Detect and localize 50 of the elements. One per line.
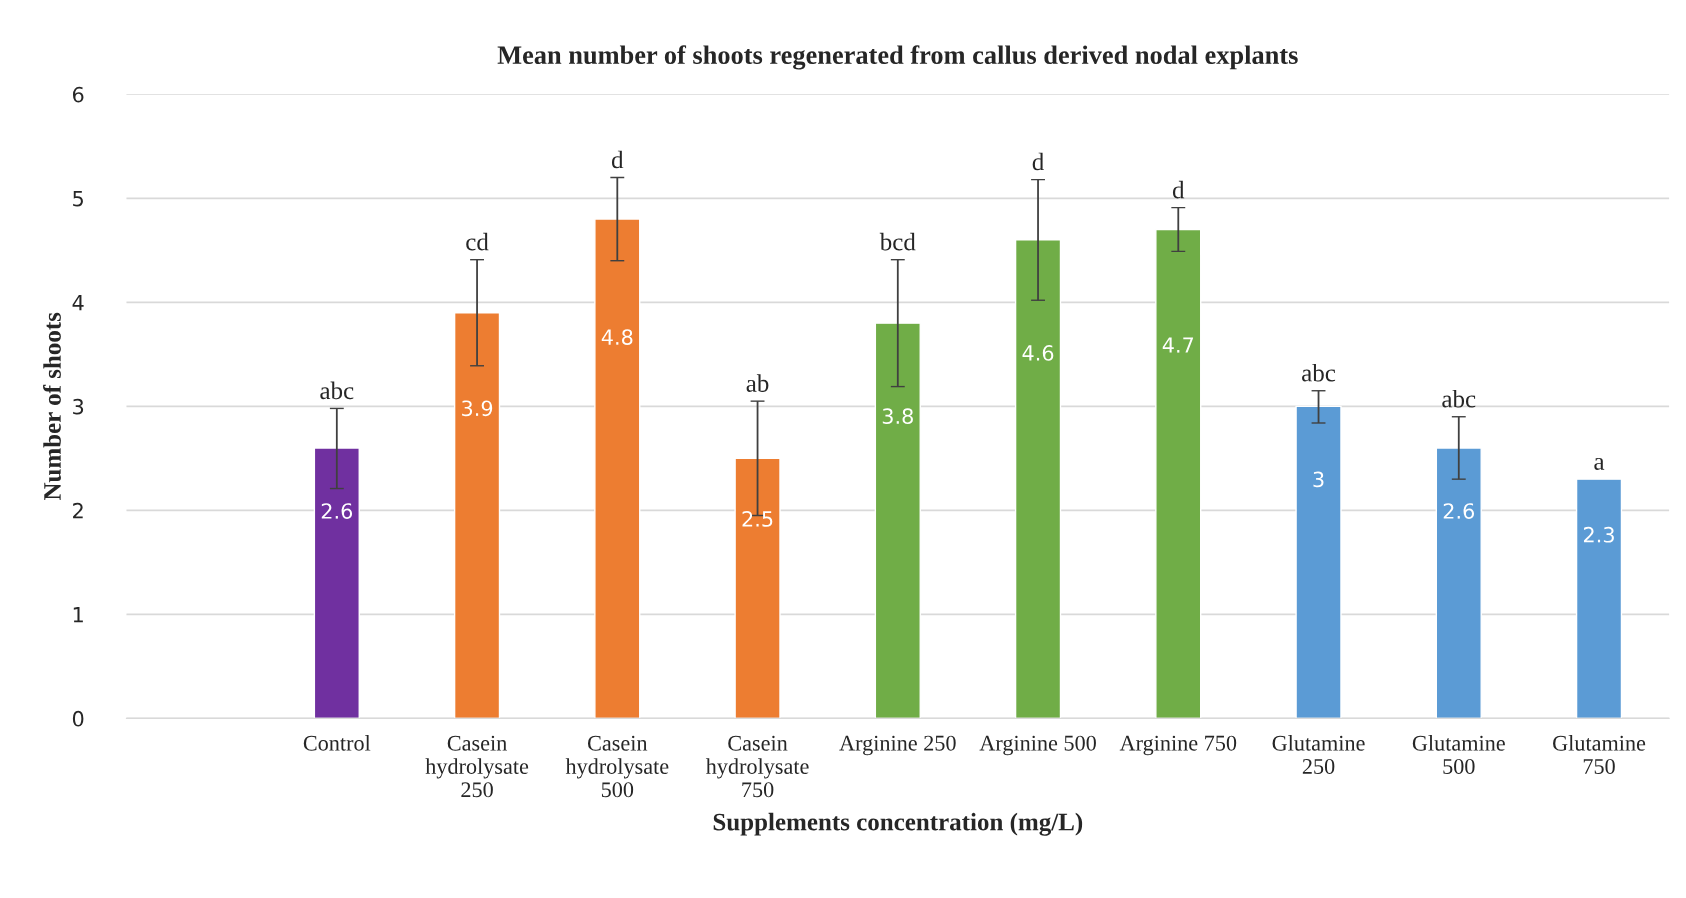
data-label: 3.8 [882, 408, 913, 425]
y-axis-title: Number of shoots [43, 312, 61, 501]
annotation: d [611, 150, 624, 169]
x-tick-label: Arginine 500 [979, 735, 1096, 756]
bar [594, 218, 641, 719]
bar [1155, 228, 1202, 719]
x-axis-title: Supplements concentration (mg/L) [713, 812, 1083, 836]
y-tick-label: 0 [72, 710, 84, 727]
annotation: a [1594, 457, 1605, 470]
bar [453, 312, 501, 719]
data-label: 3 [1313, 471, 1324, 488]
y-tick-label: 5 [73, 191, 83, 207]
data-label: 2.6 [1443, 503, 1475, 519]
x-tick-label: Control [303, 735, 371, 751]
data-label: 2.3 [1583, 526, 1614, 543]
bar [1435, 447, 1482, 719]
annotation: d [1032, 152, 1044, 171]
annotation: abc [1302, 363, 1336, 382]
annotation: ab [746, 374, 769, 392]
y-tick-label: 6 [72, 86, 84, 103]
y-tick-label: 4 [72, 295, 84, 311]
x-tick-label: Casein hydrolysate 250 [425, 735, 529, 798]
data-label: 4.7 [1162, 337, 1194, 353]
annotation: bcd [879, 232, 916, 251]
data-label: 4.6 [1022, 345, 1054, 361]
x-tick-label: Arginine 250 [839, 735, 956, 756]
data-label: 4.8 [601, 329, 633, 345]
bar [874, 322, 921, 719]
y-tick-label: 3 [73, 398, 84, 415]
x-tick-label: Glutamine 250 [1272, 735, 1365, 774]
bar [1295, 405, 1342, 719]
chart-title: Mean number of shoots regenerated from callus derived nodal explants [497, 45, 1298, 70]
annotation: abc [320, 381, 354, 400]
annotation: abc [1442, 389, 1476, 408]
data-label: 2.6 [321, 503, 353, 519]
bar [313, 447, 360, 719]
bar [1575, 478, 1623, 719]
annotation: cd [466, 232, 489, 251]
x-tick-label: Casein hydrolysate 500 [565, 735, 669, 798]
x-tick-label: Glutamine 750 [1553, 735, 1646, 774]
data-label: 3.9 [462, 400, 493, 417]
bar [1014, 239, 1062, 719]
x-tick-label: Casein hydrolysate 750 [705, 735, 809, 798]
bar [734, 457, 781, 719]
y-tick-label: 1 [73, 607, 83, 623]
y-tick-label: 2 [73, 502, 83, 519]
data-label: 2.5 [742, 511, 773, 527]
annotation: d [1172, 180, 1185, 199]
x-tick-label: Arginine 750 [1119, 735, 1237, 756]
x-tick-label: Glutamine 500 [1412, 735, 1505, 774]
